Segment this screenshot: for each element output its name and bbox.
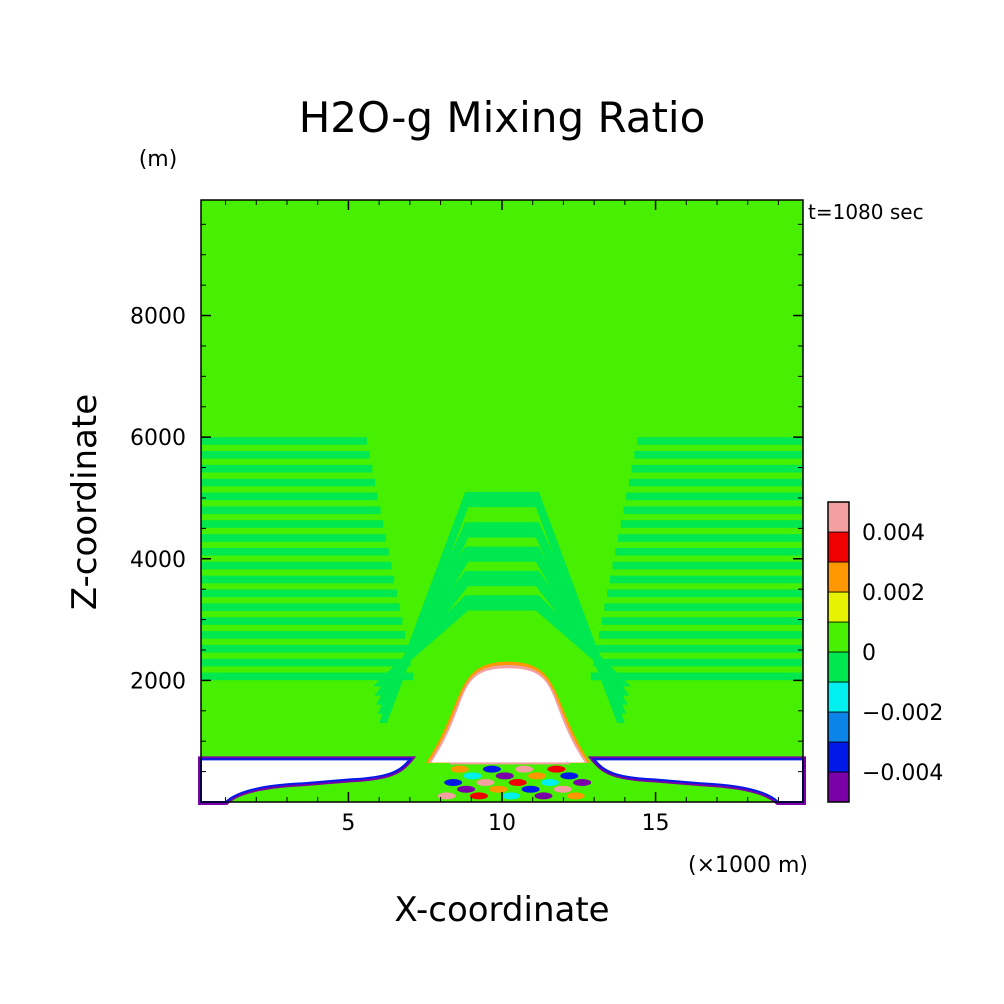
colorbar-swatch (827, 681, 850, 713)
turbulence-cell (450, 765, 469, 773)
colorbar-swatch (827, 561, 850, 593)
flank-band-left (201, 547, 389, 556)
turbulence-cell (508, 779, 527, 787)
time-label: t=1080 sec (808, 200, 924, 224)
colorbar-swatch (827, 771, 850, 803)
turbulence-cell (521, 785, 540, 793)
axis-ticks: 5 10 15 2000 4000 6000 8000 (130, 200, 803, 836)
turbulence-cell (573, 779, 592, 787)
colorbar-swatch (827, 711, 850, 743)
flank-band-left (201, 478, 376, 487)
flank-band-right (626, 492, 803, 501)
turbulence-cell (540, 779, 559, 787)
y-tick-label: 8000 (130, 305, 186, 330)
arch-band (373, 595, 631, 687)
colorbar-label: 0.002 (862, 581, 925, 606)
flank-band-left (201, 437, 367, 445)
colorbar-swatch (827, 651, 850, 683)
flank-band-left (201, 575, 395, 584)
flank-band-left (201, 658, 411, 667)
turbulence-cell (457, 785, 476, 793)
flank-band-left (201, 561, 392, 570)
colorbar-label: 0 (862, 641, 876, 666)
turbulence-cell (566, 792, 585, 800)
low-layer-no-data (592, 758, 804, 803)
colorbar-label: −0.004 (862, 761, 943, 786)
turbulence-cell (547, 765, 566, 773)
flank-band-right (637, 437, 803, 445)
colorbar-swatch (827, 591, 850, 623)
flank-band-left (201, 464, 373, 473)
flank-band-left (201, 589, 397, 598)
flank-band-left (201, 631, 406, 639)
flank-band-left (201, 506, 381, 515)
y-tick-label: 4000 (130, 548, 186, 573)
flank-band-left (201, 644, 408, 653)
arch-band (374, 570, 630, 696)
y-tick-label: 6000 (130, 426, 186, 451)
colorbar-swatch (827, 741, 850, 773)
colorbar-swatch (827, 621, 850, 653)
flank-band-left (201, 534, 386, 542)
flank-band-right (596, 644, 803, 653)
flank-band-right (593, 658, 803, 667)
y-tick-label: 2000 (130, 669, 186, 694)
flank-band-right (631, 464, 803, 473)
x-tick-label: 15 (642, 811, 670, 836)
flank-band-right (604, 603, 803, 611)
chart-title: H2O-g Mixing Ratio (299, 93, 706, 142)
colorbar-label: 0.004 (862, 521, 925, 546)
turbulence-cell (502, 792, 521, 800)
turbulence-cell (553, 785, 572, 793)
turbulence-cell (489, 785, 508, 793)
turbulence-cell (444, 779, 463, 787)
x-tick-label: 10 (488, 811, 516, 836)
turbulence-cell (463, 772, 482, 780)
flank-band-left (201, 672, 414, 681)
turbulence-cell (437, 792, 456, 800)
flank-band-right (623, 506, 803, 515)
y-unit-label: (m) (139, 147, 178, 172)
x-unit-label: (×1000 m) (688, 853, 808, 878)
bubble-core (431, 668, 585, 763)
flank-band-right (598, 631, 803, 639)
flank-band-right (620, 520, 803, 528)
x-tick-label: 5 (341, 811, 355, 836)
y-axis-label: Z-coordinate (65, 394, 105, 610)
flank-band-right (628, 478, 803, 487)
turbulence-cell (534, 792, 553, 800)
colorbar-swatch (827, 501, 850, 533)
flank-band-right (607, 589, 803, 598)
turbulence-cell (515, 765, 534, 773)
colorbar-label: −0.002 (862, 701, 943, 726)
colorbar: −0.004 −0.002 0 0.002 0.004 (827, 501, 943, 803)
turbulence-cell (495, 772, 514, 780)
turbulence-cell (482, 765, 501, 773)
turbulence-cell (476, 779, 495, 787)
flank-band-right (615, 547, 803, 556)
flank-band-left (201, 451, 370, 459)
mixing-ratio-field (198, 200, 806, 805)
flank-band-left (201, 617, 403, 625)
turbulence-cell (469, 792, 488, 800)
x-axis-label: X-coordinate (394, 890, 609, 930)
flank-band-right (612, 561, 803, 570)
colorbar-frame (827, 501, 850, 803)
turbulence-cell (560, 772, 579, 780)
flank-band-right (601, 617, 803, 625)
turbulence-cell (528, 772, 547, 780)
flank-band-left (201, 520, 384, 528)
flank-band-right (609, 575, 803, 584)
flank-band-left (201, 492, 378, 501)
low-layer-no-data (200, 758, 412, 803)
flank-band-left (201, 603, 400, 611)
flank-band-right (618, 534, 803, 542)
flank-band-right (590, 672, 803, 681)
flank-band-right (634, 451, 803, 459)
colorbar-swatch (827, 531, 850, 563)
